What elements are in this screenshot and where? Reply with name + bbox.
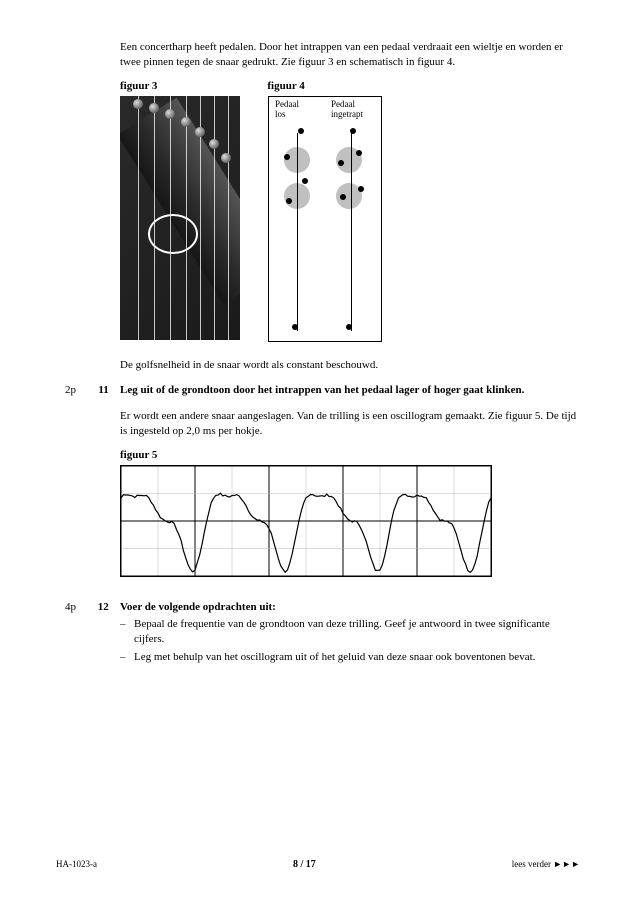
question-11-text: Leg uit of de grondtoon door het intrapp… xyxy=(120,384,524,396)
tuning-peg xyxy=(221,153,231,163)
harp-string xyxy=(214,96,215,340)
question-12-bullets: –Bepaal de frequentie van de grondtoon v… xyxy=(120,617,580,665)
label-text: ingetrapt xyxy=(331,109,363,119)
pin-dot xyxy=(284,154,290,160)
diagram-string xyxy=(351,133,352,331)
mid-paragraph: De golfsnelheid in de snaar wordt als co… xyxy=(120,358,580,373)
bullet-row: –Bepaal de frequentie van de grondtoon v… xyxy=(120,617,580,648)
bullet-text: Bepaal de frequentie van de grondtoon va… xyxy=(134,617,580,648)
tuning-peg xyxy=(181,117,191,127)
highlight-ellipse xyxy=(148,214,198,254)
tuning-peg xyxy=(149,103,159,113)
question-12-lead: Voer de volgende opdrachten uit: xyxy=(120,601,276,613)
content-column: Een concertharp heeft pedalen. Door het … xyxy=(120,40,580,665)
tuning-peg xyxy=(133,99,143,109)
label-text: los xyxy=(275,109,286,119)
fig4-pedal-diagram: Pedaal los Pedaal ingetrapt xyxy=(268,96,382,342)
label-text: Pedaal xyxy=(275,99,299,109)
question-marker: 2p 11 xyxy=(56,383,112,398)
harp-string xyxy=(186,96,187,340)
pin-dot xyxy=(358,186,364,192)
pin-dot xyxy=(346,324,352,330)
fig4-left-label: Pedaal los xyxy=(275,100,299,120)
pin-dot xyxy=(298,128,304,134)
figure-labels-row: figuur 3 figuur 4 xyxy=(120,80,580,92)
question-marker: 4p 12 xyxy=(56,600,112,615)
pin-dot xyxy=(286,198,292,204)
fig4-right-label: Pedaal ingetrapt xyxy=(331,100,363,120)
figures-row: Pedaal los Pedaal ingetrapt xyxy=(120,96,580,342)
points-label: 2p xyxy=(56,383,76,398)
pin-dot xyxy=(356,150,362,156)
harp-string xyxy=(154,96,155,340)
exam-page: Een concertharp heeft pedalen. Door het … xyxy=(0,0,636,900)
pin-dot xyxy=(292,324,298,330)
fig3-harp-photo xyxy=(120,96,240,340)
pin-dot xyxy=(302,178,308,184)
footer-left: HA-1023-a xyxy=(56,859,97,869)
pin-dot xyxy=(338,160,344,166)
bullet-text: Leg met behulp van het oscillogram uit o… xyxy=(134,650,535,665)
fig3-label: figuur 3 xyxy=(120,80,157,92)
tuning-peg xyxy=(209,139,219,149)
question-number: 12 xyxy=(85,600,109,615)
points-label: 4p xyxy=(56,600,76,615)
fig4-label: figuur 4 xyxy=(267,80,304,92)
bullet-row: –Leg met behulp van het oscillogram uit … xyxy=(120,650,580,665)
question-number: 11 xyxy=(85,383,109,398)
diagram-string xyxy=(297,133,298,331)
footer-page-number: 8 / 17 xyxy=(293,859,316,870)
pin-dot xyxy=(350,128,356,134)
fig5-label: figuur 5 xyxy=(120,449,580,461)
label-text: Pedaal xyxy=(331,99,355,109)
fig5-oscillogram xyxy=(120,465,492,577)
harp-string xyxy=(138,96,139,340)
bullet-dash: – xyxy=(120,617,134,648)
pin-dot xyxy=(340,194,346,200)
question-11: 2p 11 Leg uit of de grondtoon door het i… xyxy=(120,383,580,398)
page-footer: HA-1023-a 8 / 17 lees verder ►►► xyxy=(56,859,580,870)
question-12: 4p 12 Voer de volgende opdrachten uit: –… xyxy=(120,600,580,665)
harp-string xyxy=(228,96,229,340)
harp-string xyxy=(170,96,171,340)
tuning-peg xyxy=(165,109,175,119)
bullet-dash: – xyxy=(120,650,134,665)
oscillogram-intro: Er wordt een andere snaar aangeslagen. V… xyxy=(120,409,580,439)
tuning-peg xyxy=(195,127,205,137)
footer-right: lees verder ►►► xyxy=(512,859,580,869)
intro-paragraph: Een concertharp heeft pedalen. Door het … xyxy=(120,40,580,70)
